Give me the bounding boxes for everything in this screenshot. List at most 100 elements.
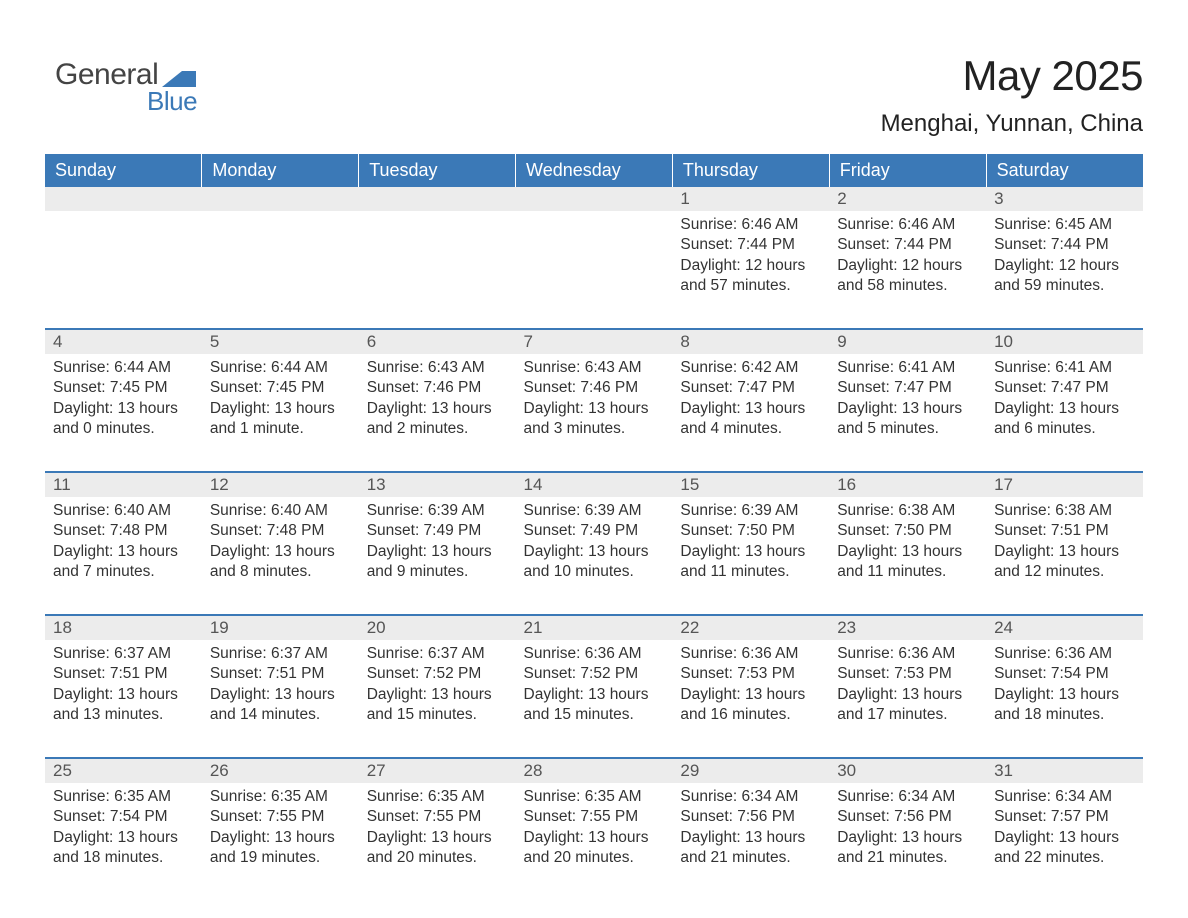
day-content-cell: Sunrise: 6:37 AMSunset: 7:51 PMDaylight:… bbox=[202, 640, 359, 740]
day-content: Sunrise: 6:38 AMSunset: 7:50 PMDaylight:… bbox=[829, 497, 986, 585]
day-number: 18 bbox=[45, 616, 202, 640]
day-number bbox=[516, 187, 673, 211]
day-content: Sunrise: 6:41 AMSunset: 7:47 PMDaylight:… bbox=[986, 354, 1143, 442]
weekday-header-row: Sunday Monday Tuesday Wednesday Thursday… bbox=[45, 154, 1143, 187]
day-d1: Daylight: 13 hours bbox=[367, 685, 508, 705]
day-content-cell: Sunrise: 6:43 AMSunset: 7:46 PMDaylight:… bbox=[516, 354, 673, 454]
day-d1: Daylight: 13 hours bbox=[53, 542, 194, 562]
day-sunrise: Sunrise: 6:41 AM bbox=[994, 358, 1135, 378]
calendar-table: Sunday Monday Tuesday Wednesday Thursday… bbox=[45, 154, 1143, 873]
day-number-cell bbox=[45, 187, 202, 211]
week-content-row: Sunrise: 6:46 AMSunset: 7:44 PMDaylight:… bbox=[45, 211, 1143, 311]
day-number: 23 bbox=[829, 616, 986, 640]
day-number-cell: 14 bbox=[516, 472, 673, 497]
week-content-row: Sunrise: 6:37 AMSunset: 7:51 PMDaylight:… bbox=[45, 640, 1143, 740]
day-content: Sunrise: 6:36 AMSunset: 7:52 PMDaylight:… bbox=[516, 640, 673, 728]
day-number: 5 bbox=[202, 330, 359, 354]
day-d1: Daylight: 13 hours bbox=[680, 399, 821, 419]
day-number-cell: 8 bbox=[672, 329, 829, 354]
day-sunset: Sunset: 7:45 PM bbox=[53, 378, 194, 398]
day-sunrise: Sunrise: 6:40 AM bbox=[210, 501, 351, 521]
day-number bbox=[45, 187, 202, 211]
day-sunrise: Sunrise: 6:35 AM bbox=[53, 787, 194, 807]
day-content-cell: Sunrise: 6:42 AMSunset: 7:47 PMDaylight:… bbox=[672, 354, 829, 454]
day-content: Sunrise: 6:37 AMSunset: 7:52 PMDaylight:… bbox=[359, 640, 516, 728]
week-content-row: Sunrise: 6:40 AMSunset: 7:48 PMDaylight:… bbox=[45, 497, 1143, 597]
day-number-cell: 15 bbox=[672, 472, 829, 497]
day-content-cell: Sunrise: 6:39 AMSunset: 7:50 PMDaylight:… bbox=[672, 497, 829, 597]
week-spacer bbox=[45, 311, 1143, 329]
day-d2: and 15 minutes. bbox=[524, 705, 665, 725]
day-number: 31 bbox=[986, 759, 1143, 783]
day-d2: and 58 minutes. bbox=[837, 276, 978, 296]
day-content-cell: Sunrise: 6:36 AMSunset: 7:54 PMDaylight:… bbox=[986, 640, 1143, 740]
week-content-row: Sunrise: 6:35 AMSunset: 7:54 PMDaylight:… bbox=[45, 783, 1143, 873]
page-subtitle: Menghai, Yunnan, China bbox=[881, 110, 1143, 138]
day-d2: and 1 minute. bbox=[210, 419, 351, 439]
day-number bbox=[202, 187, 359, 211]
day-sunset: Sunset: 7:55 PM bbox=[210, 807, 351, 827]
day-sunrise: Sunrise: 6:46 AM bbox=[680, 215, 821, 235]
day-d1: Daylight: 13 hours bbox=[210, 685, 351, 705]
day-number: 24 bbox=[986, 616, 1143, 640]
day-sunset: Sunset: 7:44 PM bbox=[680, 235, 821, 255]
day-sunset: Sunset: 7:51 PM bbox=[994, 521, 1135, 541]
day-d1: Daylight: 12 hours bbox=[680, 256, 821, 276]
day-content: Sunrise: 6:35 AMSunset: 7:55 PMDaylight:… bbox=[516, 783, 673, 871]
day-content: Sunrise: 6:34 AMSunset: 7:57 PMDaylight:… bbox=[986, 783, 1143, 871]
day-number-cell: 19 bbox=[202, 615, 359, 640]
day-d2: and 20 minutes. bbox=[367, 848, 508, 868]
day-number-cell: 11 bbox=[45, 472, 202, 497]
day-number: 20 bbox=[359, 616, 516, 640]
day-number-cell: 9 bbox=[829, 329, 986, 354]
week-spacer bbox=[45, 597, 1143, 615]
day-number: 8 bbox=[672, 330, 829, 354]
day-content: Sunrise: 6:34 AMSunset: 7:56 PMDaylight:… bbox=[672, 783, 829, 871]
day-content-cell: Sunrise: 6:35 AMSunset: 7:55 PMDaylight:… bbox=[516, 783, 673, 873]
day-number-cell: 5 bbox=[202, 329, 359, 354]
day-content: Sunrise: 6:39 AMSunset: 7:49 PMDaylight:… bbox=[359, 497, 516, 585]
day-content-cell bbox=[202, 211, 359, 311]
weekday-header: Tuesday bbox=[359, 154, 516, 187]
day-sunrise: Sunrise: 6:40 AM bbox=[53, 501, 194, 521]
day-content: Sunrise: 6:44 AMSunset: 7:45 PMDaylight:… bbox=[202, 354, 359, 442]
day-content: Sunrise: 6:43 AMSunset: 7:46 PMDaylight:… bbox=[516, 354, 673, 442]
day-number: 15 bbox=[672, 473, 829, 497]
day-sunrise: Sunrise: 6:44 AM bbox=[210, 358, 351, 378]
day-sunset: Sunset: 7:53 PM bbox=[837, 664, 978, 684]
day-d1: Daylight: 13 hours bbox=[524, 828, 665, 848]
day-sunset: Sunset: 7:48 PM bbox=[53, 521, 194, 541]
day-content-cell: Sunrise: 6:39 AMSunset: 7:49 PMDaylight:… bbox=[359, 497, 516, 597]
day-sunset: Sunset: 7:44 PM bbox=[994, 235, 1135, 255]
day-d1: Daylight: 13 hours bbox=[210, 542, 351, 562]
day-number-cell: 30 bbox=[829, 758, 986, 783]
day-content-cell bbox=[359, 211, 516, 311]
day-content: Sunrise: 6:35 AMSunset: 7:54 PMDaylight:… bbox=[45, 783, 202, 871]
day-number-cell: 4 bbox=[45, 329, 202, 354]
day-number: 10 bbox=[986, 330, 1143, 354]
day-number-cell: 31 bbox=[986, 758, 1143, 783]
day-sunset: Sunset: 7:52 PM bbox=[367, 664, 508, 684]
day-sunrise: Sunrise: 6:37 AM bbox=[367, 644, 508, 664]
weekday-header: Saturday bbox=[986, 154, 1143, 187]
day-d2: and 9 minutes. bbox=[367, 562, 508, 582]
day-d2: and 19 minutes. bbox=[210, 848, 351, 868]
day-content: Sunrise: 6:42 AMSunset: 7:47 PMDaylight:… bbox=[672, 354, 829, 442]
day-d2: and 22 minutes. bbox=[994, 848, 1135, 868]
day-d2: and 21 minutes. bbox=[680, 848, 821, 868]
day-number-cell: 23 bbox=[829, 615, 986, 640]
day-sunset: Sunset: 7:50 PM bbox=[680, 521, 821, 541]
day-content: Sunrise: 6:45 AMSunset: 7:44 PMDaylight:… bbox=[986, 211, 1143, 299]
day-d1: Daylight: 13 hours bbox=[994, 828, 1135, 848]
day-content-cell: Sunrise: 6:41 AMSunset: 7:47 PMDaylight:… bbox=[986, 354, 1143, 454]
day-number: 13 bbox=[359, 473, 516, 497]
day-d2: and 0 minutes. bbox=[53, 419, 194, 439]
day-d1: Daylight: 13 hours bbox=[367, 542, 508, 562]
day-number: 28 bbox=[516, 759, 673, 783]
day-sunrise: Sunrise: 6:37 AM bbox=[53, 644, 194, 664]
day-sunset: Sunset: 7:56 PM bbox=[837, 807, 978, 827]
day-number-cell: 2 bbox=[829, 187, 986, 211]
day-sunset: Sunset: 7:48 PM bbox=[210, 521, 351, 541]
logo-text-general: General bbox=[55, 58, 158, 92]
day-number-cell: 13 bbox=[359, 472, 516, 497]
